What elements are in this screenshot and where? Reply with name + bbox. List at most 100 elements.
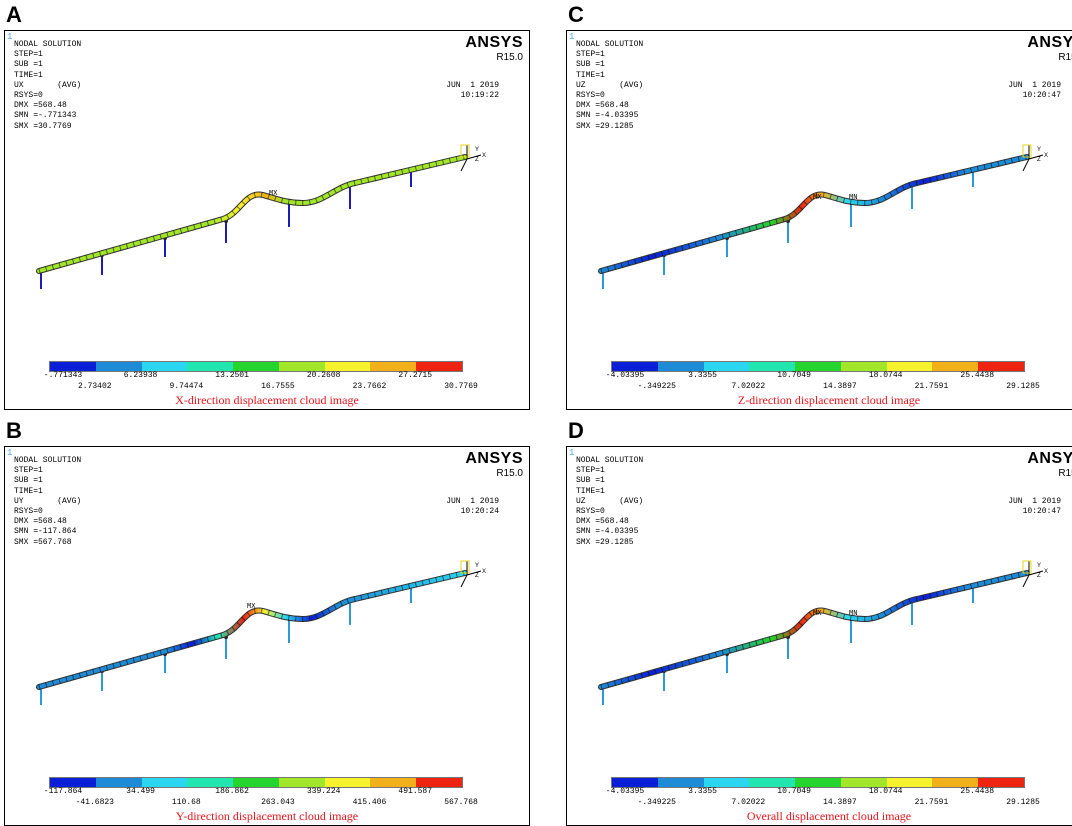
info-dmx: DMX =568.48 (576, 517, 629, 527)
ansys-badge: ANSYS R15.0 (465, 34, 523, 63)
legend-tick-lower: -.349225 (637, 382, 676, 391)
deck-nodes (600, 570, 1028, 690)
svg-text:Y: Y (475, 147, 479, 153)
legend-swatch (840, 778, 887, 787)
info-time: TIME=1 (576, 70, 605, 80)
deck-nodes (38, 570, 466, 690)
svg-text:X: X (482, 153, 486, 159)
ansys-version: R15.0 (496, 468, 523, 479)
legend-tick-upper: 339.224 (306, 787, 341, 796)
figure-caption: X-direction displacement cloud image (175, 393, 359, 407)
legend-tick-lower: 9.74474 (169, 382, 204, 391)
info-component: UY (AVG) (14, 496, 82, 506)
solution-info: NODAL SOLUTION STEP=1 SUB =1 TIME=1 UZ (… (576, 456, 643, 548)
solution-info: NODAL SOLUTION STEP=1 SUB =1 TIME=1 UZ (… (576, 40, 643, 132)
date-text: JUN 1 2019 (1008, 497, 1061, 506)
panel-c: 1 NODAL SOLUTION STEP=1 SUB =1 TIME=1 UZ… (566, 30, 1072, 410)
legend-tick-upper: 6.23938 (123, 371, 158, 380)
legend-swatch (324, 362, 371, 371)
legend-swatch (978, 778, 1025, 787)
legend-swatch (233, 778, 279, 787)
svg-text:Y: Y (475, 563, 479, 569)
info-title: NODAL SOLUTION (14, 40, 82, 49)
legend-tick-upper: 27.2715 (398, 371, 433, 380)
legend-swatch (840, 362, 887, 371)
legend-tick-upper: 18.0744 (868, 371, 903, 380)
info-rsys: RSYS=0 (576, 507, 605, 517)
legend-swatch (50, 778, 96, 787)
legend-swatch (932, 778, 979, 787)
ansys-brand: ANSYS (1027, 34, 1072, 51)
window-number: 1 (569, 448, 575, 458)
axis-triad-icon: XYZ (460, 144, 486, 172)
legend-swatch (978, 362, 1025, 371)
deformed-model-plot: MX XYZ (36, 144, 486, 289)
panel-letter-d: D (568, 418, 584, 443)
legend-swatch (657, 778, 704, 787)
legend-swatch (50, 362, 96, 371)
legend-tick-lower: 29.1285 (1006, 798, 1040, 807)
deck-nodes (600, 154, 1028, 274)
legend-swatch (324, 778, 371, 787)
legend-tick-lower: 2.73402 (77, 382, 112, 391)
contour-legend-ticks: -117.864 34.499 186.862 339.224 491.587 -41.6… (5, 787, 529, 811)
panel-letter-b: B (6, 418, 22, 443)
deformed-model-plot: MX MN XYZ (598, 560, 1048, 705)
info-dmx: DMX =568.48 (14, 101, 67, 111)
info-time: TIME=1 (14, 70, 43, 80)
legend-swatch (886, 362, 933, 371)
legend-tick-upper: 10.7049 (777, 787, 811, 796)
info-sub: SUB =1 (576, 60, 605, 70)
timestamp: JUN 1 2019 10:20:47 (1008, 497, 1061, 517)
ansys-badge: ANSYS R15.0 (1027, 450, 1072, 479)
info-title: NODAL SOLUTION (576, 40, 644, 49)
deformed-model-plot: MX XYZ (36, 560, 486, 705)
legend-swatch (612, 362, 658, 371)
legend-swatch (141, 362, 188, 371)
legend-tick-upper: 25.4438 (960, 371, 995, 380)
legend-tick-lower: 21.7591 (914, 798, 949, 807)
legend-tick-lower: 30.7769 (444, 382, 478, 391)
panel-letter-a: A (6, 2, 22, 27)
legend-tick-upper: -117.864 (43, 787, 83, 796)
ansys-badge: ANSYS R15.0 (465, 450, 523, 479)
legend-swatch (416, 362, 463, 371)
info-smn: SMN =-117.864 (14, 527, 77, 537)
legend-tick-upper: -4.03395 (605, 371, 645, 380)
min-marker: MN (849, 610, 857, 618)
info-smx: SMX =29.1285 (576, 537, 634, 547)
timestamp: JUN 1 2019 10:20:24 (446, 497, 499, 517)
legend-swatch (932, 362, 979, 371)
timestamp: JUN 1 2019 10:19:22 (446, 81, 499, 101)
contour-legend-bar (49, 777, 463, 788)
info-smn: SMN =-4.03395 (576, 527, 639, 537)
legend-tick-lower: 14.3897 (823, 798, 857, 807)
solution-info: NODAL SOLUTION STEP=1 SUB =1 TIME=1 UX (… (14, 40, 81, 132)
legend-tick-upper: 20.2608 (306, 371, 341, 380)
info-step: STEP=1 (14, 466, 43, 476)
svg-text:X: X (1044, 153, 1048, 159)
panel-a: 1 NODAL SOLUTION STEP=1 SUB =1 TIME=1 UX… (4, 30, 530, 410)
legend-swatch (795, 778, 841, 787)
info-dmx: DMX =568.48 (14, 517, 67, 527)
svg-text:Z: Z (475, 157, 479, 163)
legend-swatch (612, 778, 658, 787)
info-time: TIME=1 (14, 486, 43, 496)
figure-caption: Z-direction displacement cloud image (737, 393, 921, 407)
info-smx: SMX =29.1285 (576, 121, 634, 131)
legend-tick-upper: 491.587 (398, 787, 433, 796)
contour-legend-bar (611, 777, 1025, 788)
deformed-model-plot: MX MN XYZ (598, 144, 1048, 289)
legend-swatch (187, 362, 234, 371)
legend-tick-upper: 186.862 (215, 787, 249, 796)
info-smn: SMN =-4.03395 (576, 111, 639, 121)
legend-swatch (95, 778, 142, 787)
clock-text: 10:20:47 (1022, 91, 1061, 100)
clock-text: 10:20:24 (460, 507, 499, 516)
bridge-deck (37, 571, 467, 689)
info-rsys: RSYS=0 (14, 507, 43, 517)
ansys-version: R15.0 (1058, 468, 1072, 479)
axis-triad-icon: XYZ (1022, 560, 1048, 588)
ansys-brand: ANSYS (465, 450, 523, 467)
ansys-version: R15.0 (496, 52, 523, 63)
